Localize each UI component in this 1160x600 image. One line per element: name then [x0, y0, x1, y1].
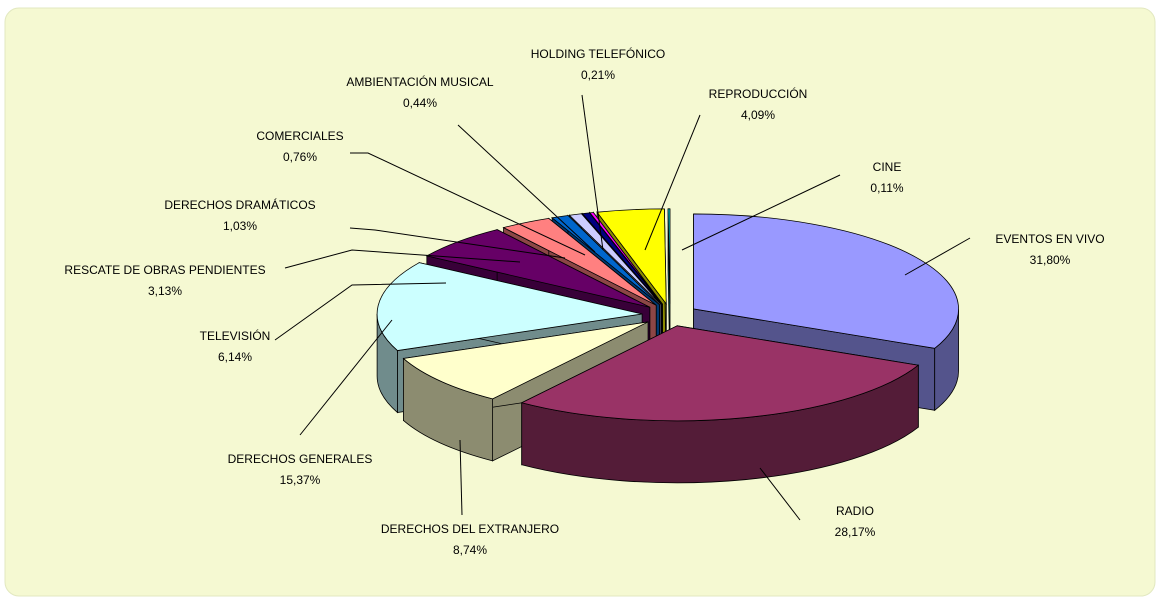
slice [520, 325, 920, 484]
slice-top [376, 262, 643, 351]
leader-line [274, 282, 447, 341]
slice-value-label: 0,76% [283, 150, 317, 164]
leader-line [904, 237, 971, 276]
slice-top [693, 213, 959, 349]
slice-value-label: 4,09% [741, 108, 775, 122]
slice-value-label: 0,11% [870, 181, 903, 195]
slice-top [581, 212, 663, 305]
slice-label: EVENTOS EN VIVO [995, 232, 1104, 246]
leader-line [581, 94, 604, 251]
slice-top [568, 213, 662, 305]
slice [667, 208, 671, 366]
slice-label: REPRODUCCIÓN [709, 86, 808, 101]
leader-line [349, 227, 566, 259]
slice-label: TELEVISIÓN [200, 328, 271, 343]
slice-label: COMERCIALES [256, 129, 343, 143]
slice-value-label: 31,80% [1030, 253, 1071, 267]
slice-top [520, 325, 920, 422]
slice-label: CINE [873, 160, 902, 174]
leader-line [681, 174, 841, 251]
slice-value-label: 0,44% [403, 96, 437, 110]
slice-top [402, 321, 649, 400]
slice-top [667, 208, 671, 304]
slice-value-label: 15,37% [280, 473, 321, 487]
slice-label: RADIO [836, 504, 874, 518]
slice-value-label: 6,14% [218, 350, 252, 364]
leader-line [350, 152, 586, 256]
slice-top [589, 212, 663, 305]
leader-line [457, 124, 596, 253]
slice-label: DERECHOS DEL EXTRANJERO [381, 522, 559, 536]
slice-value-label: 0,21% [581, 68, 615, 82]
slice-label: RESCATE DE OBRAS PENDIENTES [64, 263, 265, 277]
leader-line [644, 114, 701, 251]
slice-top [596, 208, 667, 306]
slice-top [425, 229, 650, 308]
slice-label: DERECHOS GENERALES [228, 452, 373, 466]
leader-line [284, 249, 521, 269]
leader-line [299, 319, 393, 436]
slice-label: AMBIENTACIÓN MUSICAL [346, 74, 493, 89]
slice-value-label: 3,13% [148, 284, 182, 298]
slice-value-label: 28,17% [835, 525, 876, 539]
slice-label: HOLDING TELEFÓNICO [531, 46, 665, 61]
leader-line [759, 467, 801, 521]
slice-top [502, 217, 657, 306]
leader-line [459, 439, 463, 516]
slice-label: DERECHOS DRAMÁTICOS [164, 197, 315, 212]
slice-value-label: 1,03% [223, 219, 257, 233]
slice-value-label: 8,74% [453, 543, 487, 557]
